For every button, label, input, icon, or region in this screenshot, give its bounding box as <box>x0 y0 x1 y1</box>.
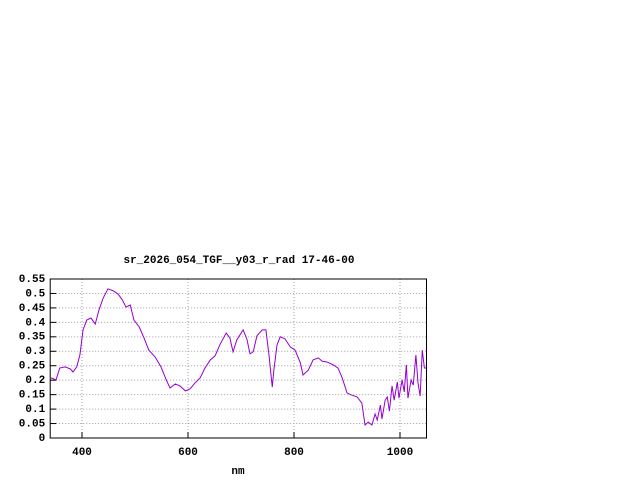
y-tick-label: 0.4 <box>25 317 45 329</box>
x-tick-label: 1000 <box>387 447 413 459</box>
x-tick-label: 800 <box>284 447 304 459</box>
x-tick-label: 400 <box>72 447 92 459</box>
y-tick-label: 0.05 <box>19 418 46 430</box>
y-tick-label: 0.35 <box>19 332 46 344</box>
plot-border <box>49 278 427 439</box>
y-tick-label: 0.2 <box>25 375 45 387</box>
y-tick-label: 0.45 <box>19 303 46 315</box>
chart-title: sr_2026_054_TGF__y03_r_rad 17-46-00 <box>123 255 354 267</box>
y-tick-label: 0.55 <box>19 274 46 286</box>
y-tick-label: 0.3 <box>25 346 45 358</box>
y-tick-label: 0 <box>39 433 46 445</box>
y-tick-label: 0.25 <box>19 361 46 373</box>
x-axis-label: nm <box>231 466 245 478</box>
data-line <box>50 288 427 426</box>
y-tick-label: 0.5 <box>25 288 45 300</box>
y-tick-label: 0.1 <box>25 404 45 416</box>
x-tick-label: 600 <box>178 447 198 459</box>
y-tick-label: 0.15 <box>19 390 46 402</box>
